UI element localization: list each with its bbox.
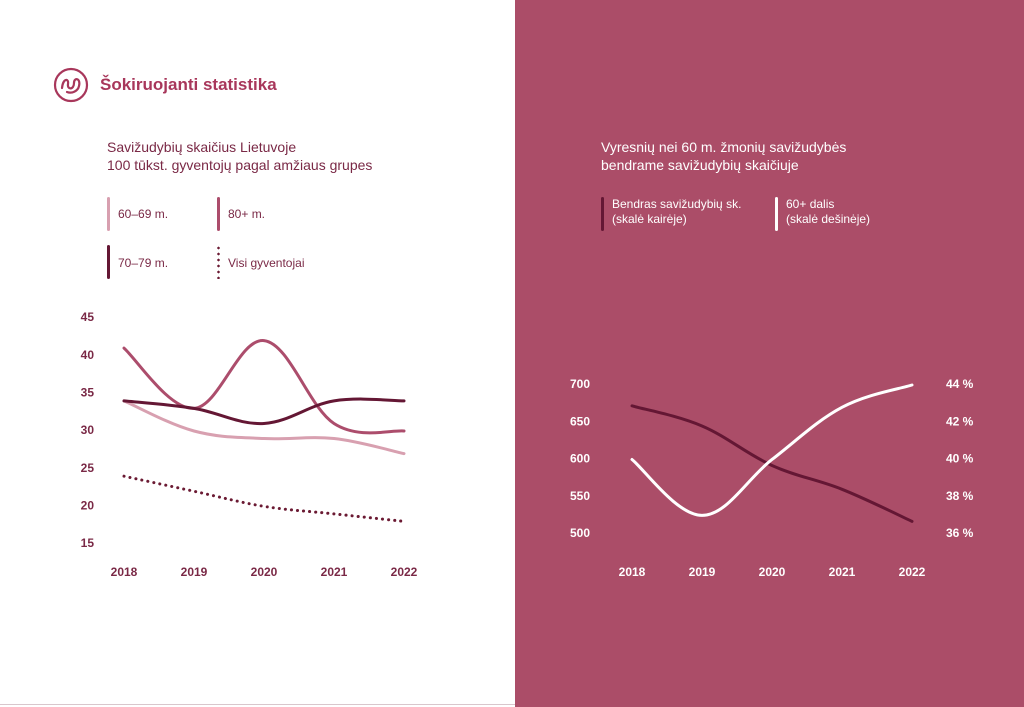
brand-logo-icon [53, 67, 89, 103]
legend-label-all: Visi gyventojai [228, 256, 305, 270]
left-y-tick-25: 25 [81, 461, 95, 475]
left-x-tick-2022: 2022 [391, 565, 418, 579]
right-y-right-tick-38: 38 % [946, 489, 974, 503]
left-x-tick-2020: 2020 [251, 565, 278, 579]
legend-swatch-70-79 [107, 245, 110, 279]
right-y-left-tick-700: 700 [570, 377, 590, 391]
right-y-left-tick-600: 600 [570, 452, 590, 466]
left-series-line-3 [122, 474, 406, 523]
brand-header: Šokiruojanti statistika [52, 66, 277, 104]
left-x-tick-2018: 2018 [111, 565, 138, 579]
legend-label-share-line1: 60+ dalis [786, 197, 835, 211]
legend-item-share: 60+ dalis (skalė dešinėje) [775, 197, 870, 231]
left-y-tick-40: 40 [81, 348, 95, 362]
left-chart-title: Savižudybių skaičius Lietuvoje 100 tūkst… [107, 138, 372, 174]
legend-label-60-69: 60–69 m. [118, 207, 169, 221]
left-chart-title-line1: Savižudybių skaičius Lietuvoje [107, 139, 297, 155]
legend-label-total: Bendras savižudybių sk. (skalė kairėje) [612, 197, 741, 227]
left-y-tick-20: 20 [81, 499, 95, 513]
right-y-right-tick-42: 42 % [946, 414, 974, 428]
left-panel [0, 0, 515, 707]
right-x-tick-2019: 2019 [689, 565, 716, 579]
legend-item-total: Bendras savižudybių sk. (skalė kairėje) [601, 197, 741, 231]
right-y-left-tick-650: 650 [570, 414, 590, 428]
legend-swatch-share [775, 197, 778, 231]
right-chart-title: Vyresnių nei 60 m. žmonių savižudybės be… [601, 138, 846, 174]
left-series-line-1 [122, 339, 406, 435]
legend-swatch-all [217, 245, 220, 279]
left-y-tick-15: 15 [81, 536, 95, 550]
bottom-divider [0, 704, 515, 705]
right-y-right-tick-44: 44 % [946, 377, 974, 391]
right-series-line-0 [630, 404, 914, 523]
legend-swatch-total [601, 197, 604, 231]
right-chart-title-line2: bendrame savižudybių skaičiuje [601, 157, 799, 173]
brand-title: Šokiruojanti statistika [100, 75, 277, 94]
legend-item-60-69: 60–69 m. [107, 197, 168, 231]
legend-item-80-plus: 80+ m. [217, 197, 265, 231]
right-y-right-tick-40: 40 % [946, 452, 974, 466]
left-series-line-0 [122, 399, 406, 456]
right-x-tick-2022: 2022 [899, 565, 926, 579]
left-x-tick-2019: 2019 [181, 565, 208, 579]
right-x-tick-2021: 2021 [829, 565, 856, 579]
right-x-tick-2020: 2020 [759, 565, 786, 579]
legend-label-share: 60+ dalis (skalė dešinėje) [786, 197, 870, 227]
right-y-right-tick-36: 36 % [946, 526, 974, 540]
right-series-line-1 [630, 383, 914, 517]
right-panel [515, 0, 1024, 707]
left-y-tick-30: 30 [81, 423, 95, 437]
left-x-tick-2021: 2021 [321, 565, 348, 579]
left-chart-title-line2: 100 tūkst. gyventojų pagal amžiaus grupe… [107, 157, 373, 173]
legend-swatch-80-plus [217, 197, 220, 231]
legend-label-total-line2: (skalė kairėje) [612, 212, 687, 226]
right-chart-title-line1: Vyresnių nei 60 m. žmonių savižudybės [601, 139, 847, 155]
left-y-tick-35: 35 [81, 386, 95, 400]
legend-swatch-60-69 [107, 197, 110, 231]
right-x-tick-2018: 2018 [619, 565, 646, 579]
legend-label-total-line1: Bendras savižudybių sk. [612, 197, 742, 211]
right-y-left-tick-550: 550 [570, 489, 590, 503]
right-y-left-tick-500: 500 [570, 526, 590, 540]
legend-item-70-79: 70–79 m. [107, 245, 168, 279]
left-y-tick-45: 45 [81, 310, 95, 324]
legend-label-share-line2: (skalė dešinėje) [786, 212, 871, 226]
legend-label-70-79: 70–79 m. [118, 256, 169, 270]
legend-item-all: Visi gyventojai [217, 245, 305, 279]
legend-label-80-plus: 80+ m. [228, 207, 266, 221]
